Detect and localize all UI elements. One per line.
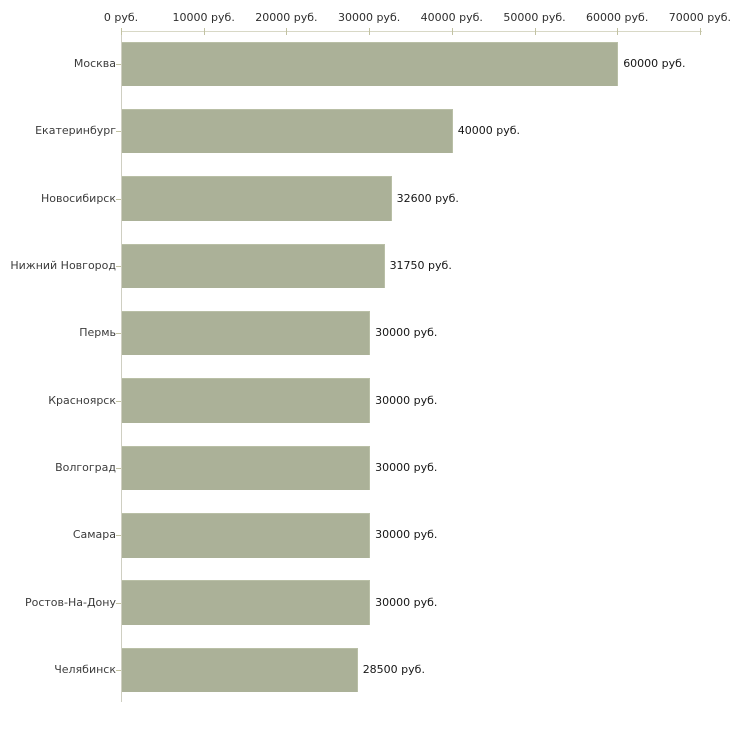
x-axis-tick-label: 60000 руб. <box>586 11 649 24</box>
value-label: 30000 руб. <box>375 393 438 407</box>
y-axis-tick-mark <box>116 603 121 604</box>
value-label: 60000 руб. <box>623 56 686 70</box>
x-axis-tick-mark <box>534 28 536 35</box>
value-label: 31750 руб. <box>389 258 452 272</box>
x-axis-line <box>121 31 702 32</box>
x-axis-tick-label: 70000 руб. <box>668 11 730 24</box>
bar <box>122 243 385 289</box>
value-label: 32600 руб. <box>396 191 459 205</box>
bar <box>122 647 358 693</box>
value-label: 40000 руб. <box>457 124 521 138</box>
y-axis-tick-mark <box>116 199 121 200</box>
category-label: Волгоград <box>55 460 116 474</box>
y-axis-tick-mark <box>116 64 121 65</box>
x-axis-tick-mark <box>451 28 453 35</box>
bar <box>122 310 371 356</box>
x-axis-tick-label: 30000 руб. <box>337 11 401 24</box>
x-axis-tick-label: 10000 руб. <box>172 11 235 24</box>
y-axis-tick-mark <box>116 333 121 334</box>
category-label: Екатеринбург <box>35 124 116 138</box>
category-label: Новосибирск <box>40 191 116 205</box>
x-axis-tick-label: 20000 руб. <box>255 11 318 24</box>
category-label: Красноярск <box>48 393 116 407</box>
bar <box>122 108 453 154</box>
bar <box>122 512 371 558</box>
x-axis-tick-mark <box>369 28 371 35</box>
value-label: 30000 руб. <box>375 595 438 609</box>
value-label: 30000 руб. <box>375 460 438 474</box>
y-axis-line <box>121 31 122 702</box>
category-label: Москва <box>73 56 116 70</box>
x-axis-tick-mark <box>699 28 701 35</box>
category-label: Челябинск <box>54 662 116 676</box>
y-axis-tick-mark <box>116 535 121 536</box>
category-label: Пермь <box>79 326 116 340</box>
category-label: Нижний Новгород <box>10 258 116 272</box>
y-axis-tick-mark <box>116 266 121 267</box>
bar <box>122 378 371 423</box>
x-axis-tick-mark <box>617 28 619 35</box>
value-label: 30000 руб. <box>375 528 438 542</box>
x-axis-tick-label: 40000 руб. <box>420 11 483 24</box>
x-axis-tick-label: 50000 руб. <box>503 11 566 24</box>
y-axis-tick-mark <box>116 401 121 402</box>
y-axis-tick-mark <box>116 670 121 671</box>
x-axis-tick-mark <box>121 28 122 35</box>
bar <box>122 41 619 87</box>
bar <box>122 580 371 625</box>
bar <box>122 445 371 491</box>
x-axis-tick-label: 0 руб. <box>103 11 139 24</box>
value-label: 28500 руб. <box>362 662 425 676</box>
x-axis-tick-mark <box>286 28 288 35</box>
value-label: 30000 руб. <box>375 326 438 340</box>
category-label: Самара <box>72 528 116 542</box>
y-axis-tick-mark <box>116 468 121 469</box>
category-label: Ростов-На-Дону <box>24 595 116 609</box>
y-axis-tick-mark <box>116 131 121 132</box>
x-axis-tick-mark <box>203 28 205 35</box>
bar <box>122 176 392 221</box>
